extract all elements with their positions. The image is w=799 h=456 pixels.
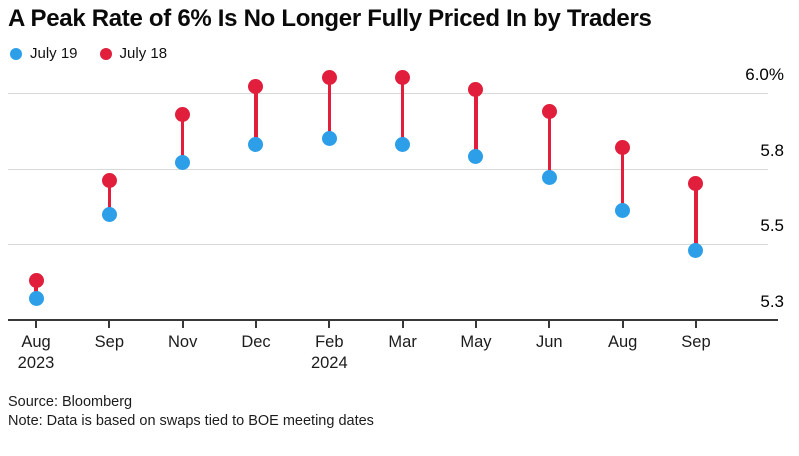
chart-title: A Peak Rate of 6% Is No Longer Fully Pri… [8,5,652,32]
x-axis-year-label: 2024 [310,354,348,372]
x-axis-tick [474,321,477,328]
data-point-july-18 [688,176,704,192]
x-axis-tick [108,321,111,328]
connector-line [474,89,478,157]
y-axis-tick-label: 5.8 [760,140,784,160]
data-point-july-19 [101,206,117,222]
x-axis-tick-label: Feb [315,333,344,351]
y-axis-tick-label: 5.5 [760,216,784,236]
x-axis-tick-label: Nov [167,333,198,351]
data-point-july-18 [175,106,191,122]
gridline [8,244,768,246]
x-axis-tick [254,321,257,328]
legend: July 19 July 18 [10,45,167,62]
footer: Source: Bloomberg Note: Data is based on… [8,393,374,431]
data-point-july-18 [28,273,44,289]
data-point-july-19 [468,148,484,164]
connector-line [254,86,258,145]
connector-line [327,77,332,139]
data-point-july-18 [101,173,117,189]
x-axis-tick-label: Aug [607,333,638,351]
data-point-july-19 [615,203,631,219]
x-axis-tick [328,321,331,328]
x-axis-tick [694,321,697,328]
x-axis-tick-label: Mar [388,333,417,351]
legend-dot-icon [99,47,112,60]
x-axis-tick [181,321,184,328]
data-point-july-19 [28,291,44,307]
connector-line [694,183,698,251]
source-line: Source: Bloomberg [8,394,133,410]
data-point-july-19 [395,136,411,152]
x-axis-tick-label: May [460,333,492,351]
data-point-july-18 [321,70,337,86]
data-point-july-19 [541,170,557,186]
data-point-july-18 [468,82,484,98]
legend-item-july-19: July 19 [10,45,78,62]
x-axis-tick-label: Sep [681,333,711,351]
connector-line [180,114,185,163]
legend-item-july-18: July 18 [99,45,168,62]
x-axis-tick [35,321,37,328]
connector-line [547,111,552,178]
gridline [8,168,768,170]
x-axis-line [8,319,778,321]
data-point-july-19 [321,130,337,146]
data-point-july-19 [248,136,264,152]
x-axis-tick-label: Jun [535,333,563,351]
legend-label: July 19 [30,45,78,62]
connector-line [400,77,405,145]
data-point-july-18 [615,139,631,155]
data-point-july-19 [688,242,704,258]
legend-dot-icon [10,47,22,60]
x-axis-tick-label: Dec [241,333,271,351]
x-axis-year-label: 2023 [17,354,55,372]
x-axis-tick-label: Aug [21,333,51,351]
connector-line [107,180,112,214]
connector-line [620,147,625,211]
note-line: Note: Data is based on swaps tied to BOE… [8,413,374,429]
data-point-july-18 [395,70,411,86]
x-axis-tick [548,321,551,328]
y-axis-tick-label: 5.3 [760,292,784,311]
connector-line [34,280,38,299]
legend-label: July 18 [119,45,168,62]
x-axis-tick [401,321,404,328]
x-axis-tick-label: Sep [94,333,124,351]
data-point-july-18 [248,79,264,95]
data-point-july-18 [541,103,557,119]
gridline [8,92,768,94]
y-axis-tick-label: 6.0% [745,64,784,84]
data-point-july-19 [175,155,191,171]
x-axis-tick [621,321,624,328]
